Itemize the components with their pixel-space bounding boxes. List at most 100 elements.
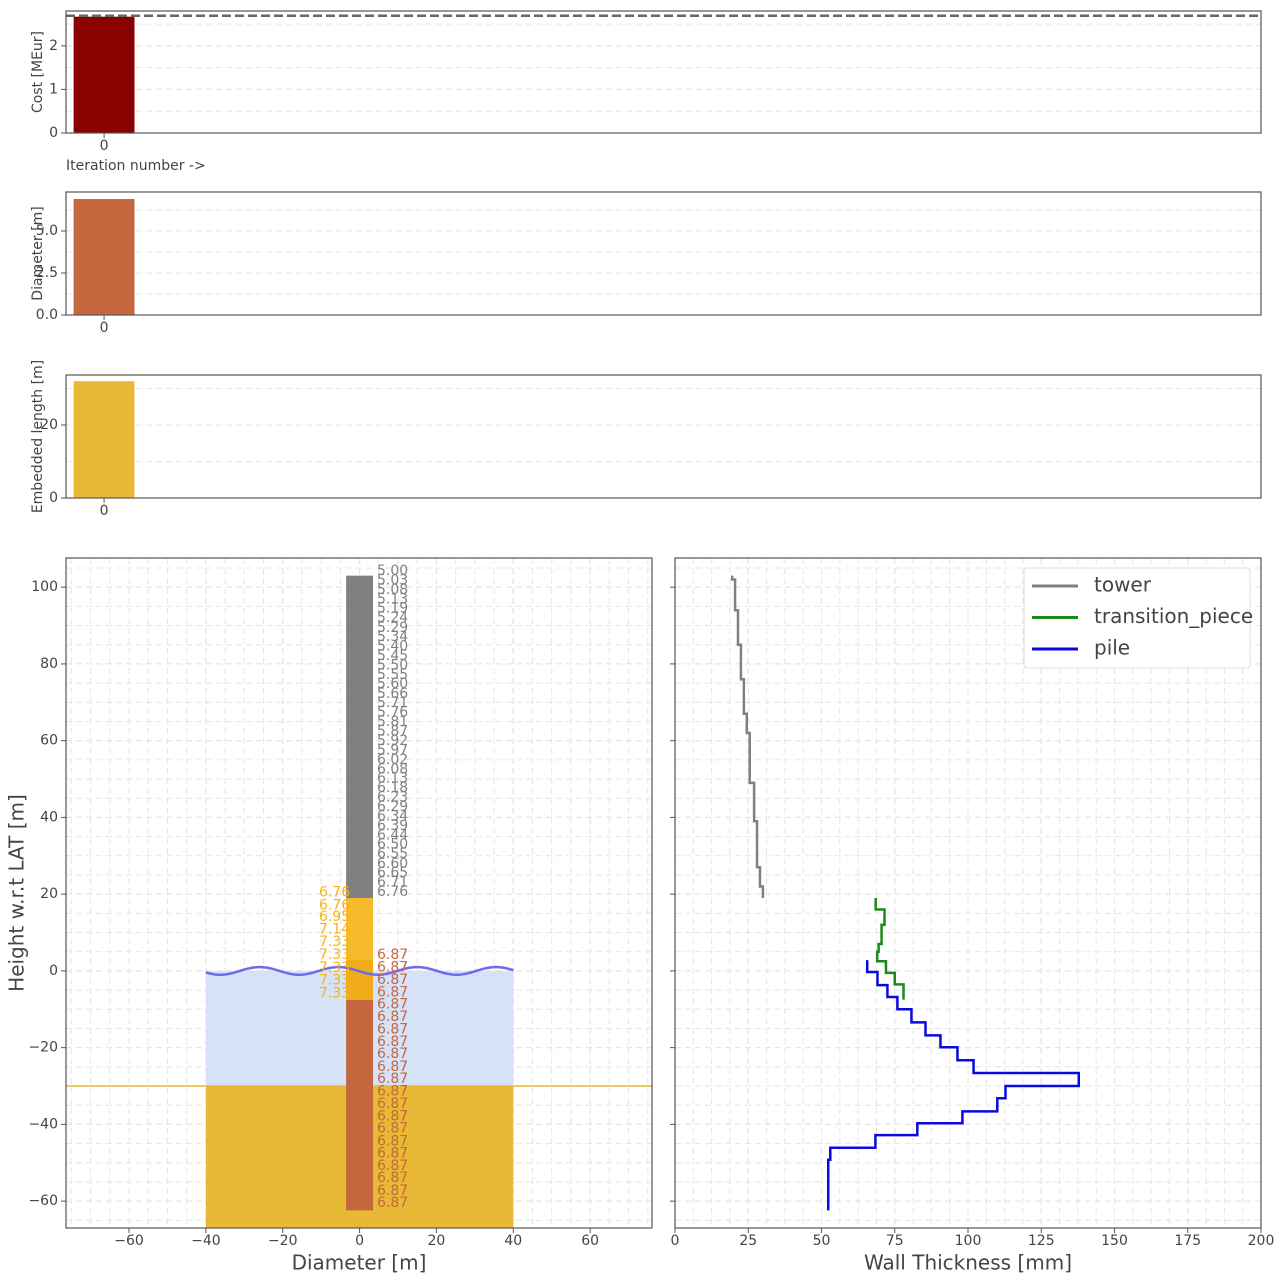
diameter-label: 5.81: [377, 714, 408, 730]
diameter-label: 5.55: [377, 667, 408, 683]
diameter-label: 6.87: [377, 1121, 408, 1137]
series-line: [874, 897, 905, 1000]
diameter-label: 6.65: [377, 865, 408, 881]
diameter-label: 5.71: [377, 695, 408, 711]
plot-area: [675, 558, 1261, 1228]
diameter-label: 6.87: [377, 972, 408, 988]
x-tick-label: 200: [1248, 1233, 1275, 1249]
diameter-label: 5.92: [377, 733, 408, 749]
diameter-label: 6.76: [319, 897, 350, 913]
y-axis-label: Height w.r.t LAT [m]: [5, 794, 29, 992]
diameter-label: 6.18: [377, 780, 408, 796]
plot-area: [66, 381, 1261, 498]
y-tick-label: 20: [40, 886, 58, 902]
diameter-label: 6.87: [377, 997, 408, 1013]
bar: [73, 381, 135, 498]
x-tick-label: −60: [114, 1233, 144, 1249]
axes-frame: [65, 10, 1262, 134]
x-tick-label: 0: [355, 1233, 364, 1249]
diameter-label: 5.13: [377, 591, 408, 607]
diameter-label: 6.76: [319, 885, 350, 901]
structure-section: [346, 575, 374, 898]
diameter-label: 6.87: [377, 1046, 408, 1062]
y-tick-label: 2: [49, 38, 58, 54]
y-tick-label: 100: [31, 579, 58, 595]
y-tick-label: 40: [40, 809, 58, 825]
x-tick-label: 40: [504, 1233, 522, 1249]
diameter-label: 7.33: [319, 947, 350, 963]
structure-section: [346, 960, 374, 1211]
legend-label: tower: [1094, 573, 1152, 597]
diameter-label: 5.24: [377, 610, 408, 626]
bar: [73, 199, 135, 315]
diameter-label: 6.87: [377, 1096, 408, 1112]
x-tick-label: 150: [1101, 1233, 1128, 1249]
x-tick-label: 0: [100, 320, 109, 336]
plot-area: [66, 14, 1261, 133]
diameter-label: 6.87: [377, 1009, 408, 1025]
axes-frame: [65, 191, 1262, 316]
y-tick-label: 60: [40, 733, 58, 749]
chart-panel: −60 −40 −20 0 20 40 60 80 100 −60 −40 −20 0 20 40 60 Hei…: [5, 557, 653, 1275]
diameter-label: 6.87: [377, 1108, 408, 1124]
structure-section: [346, 897, 374, 1001]
series-line: [730, 575, 765, 898]
diameter-label: 5.97: [377, 742, 408, 758]
y-tick-label: 0.0: [36, 307, 58, 323]
y-tick-label: 0: [49, 963, 58, 979]
legend-label: transition_piece: [1094, 604, 1253, 628]
x-tick-label: −40: [191, 1233, 221, 1249]
y-tick-label: −40: [28, 1116, 58, 1132]
diameter-label: 6.87: [377, 1034, 408, 1050]
y-tick-label: 80: [40, 656, 58, 672]
bar: [73, 16, 135, 133]
diameter-label: 5.50: [377, 657, 408, 673]
plot-area: [66, 558, 652, 1228]
x-axis-label: Diameter [m]: [292, 1251, 427, 1275]
x-tick-label: 50: [813, 1233, 831, 1249]
diameter-label: 7.14: [319, 921, 350, 937]
x-axis-label: Iteration number ->: [66, 158, 206, 174]
x-tick-label: 20: [428, 1233, 446, 1249]
x-tick-label: 0: [100, 138, 109, 154]
y-axis-label: Diameter [m]: [30, 206, 46, 300]
diameter-label: 5.29: [377, 620, 408, 636]
y-tick-label: 0: [49, 490, 58, 506]
diameter-label: 5.00: [377, 563, 408, 579]
diameter-label: 6.87: [377, 1071, 408, 1087]
diameter-label: 5.19: [377, 601, 408, 617]
diameter-label: 5.40: [377, 639, 408, 655]
x-tick-label: −20: [268, 1233, 298, 1249]
diameter-label: 6.23: [377, 789, 408, 805]
diameter-label: 6.87: [377, 984, 408, 1000]
diameter-label: 6.87: [377, 1133, 408, 1149]
diameter-label: 6.44: [377, 827, 408, 843]
diameter-label: 6.87: [377, 1195, 408, 1211]
diameter-label: 6.87: [377, 947, 408, 963]
axes-frame: [65, 374, 1262, 499]
diameter-label: 6.55: [377, 846, 408, 862]
y-tick-label: 1: [49, 81, 58, 97]
diameter-label: 6.87: [377, 959, 408, 975]
x-tick-label: 0: [100, 503, 109, 519]
diameter-label: 6.87: [377, 1146, 408, 1162]
diameter-label: 6.02: [377, 752, 408, 768]
diameter-label: 6.50: [377, 837, 408, 853]
axes-frame: [674, 557, 1262, 1229]
diameter-label: 6.13: [377, 771, 408, 787]
diameter-label: 6.71: [377, 875, 408, 891]
y-tick-label: 20: [40, 417, 58, 433]
x-tick-label: 100: [955, 1233, 982, 1249]
legend-box: [1023, 567, 1251, 669]
diameter-label: 5.60: [377, 676, 408, 692]
y-tick-label: 2.5: [36, 265, 58, 281]
diameter-label: 6.87: [377, 1059, 408, 1075]
diameter-label: 6.29: [377, 799, 408, 815]
x-tick-label: 75: [886, 1233, 904, 1249]
x-axis-label: Wall Thickness [mm]: [864, 1251, 1072, 1275]
x-tick-label: 25: [739, 1233, 757, 1249]
